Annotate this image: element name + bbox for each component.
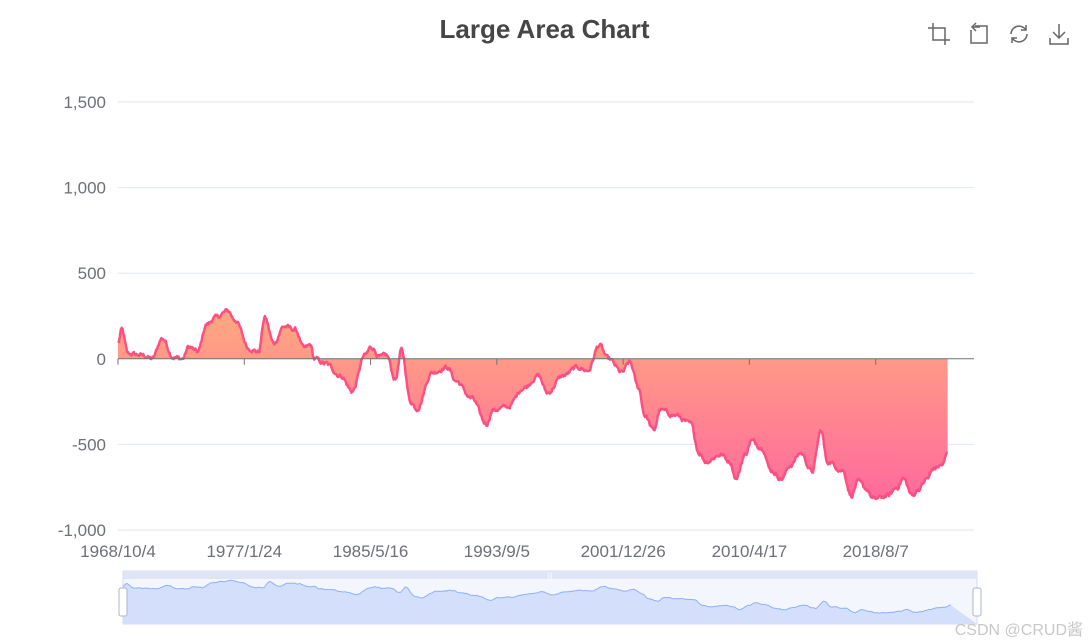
- x-tick-label: 1968/10/4: [80, 542, 156, 561]
- x-tick-label: 2018/8/7: [843, 542, 909, 561]
- y-tick-label: 1,500: [63, 93, 106, 112]
- y-tick-label: 1,000: [63, 179, 106, 198]
- chart-title: Large Area Chart: [439, 14, 650, 44]
- slider-preview-area: [123, 580, 977, 624]
- y-tick-label: -500: [72, 435, 106, 454]
- toolbox: [925, 20, 1073, 48]
- data-zoom-slider[interactable]: |||: [118, 570, 982, 625]
- x-tick-label: 1985/5/16: [333, 542, 409, 561]
- slider-preview-line: [122, 579, 951, 614]
- series-area: [117, 307, 949, 501]
- series-area-fill: [118, 309, 948, 499]
- slider-handle-right[interactable]: [972, 587, 982, 617]
- watermark: CSDN @CRUD酱: [954, 622, 1083, 639]
- zoom-area-icon[interactable]: [925, 20, 953, 48]
- y-tick-label: 500: [78, 264, 106, 283]
- zoom-back-icon[interactable]: [965, 20, 993, 48]
- x-tick-label: 1993/9/5: [464, 542, 530, 561]
- series-line: [117, 307, 949, 501]
- download-icon[interactable]: [1045, 20, 1073, 48]
- x-tick-label: 1977/1/24: [206, 542, 282, 561]
- x-tick-label: 2001/12/26: [581, 542, 666, 561]
- restore-icon[interactable]: [1005, 20, 1033, 48]
- slider-move-bar: [123, 571, 977, 579]
- slider-handle-left[interactable]: [118, 587, 128, 617]
- x-tick-label: 2010/4/17: [712, 542, 788, 561]
- y-tick-label: 0: [97, 350, 106, 369]
- y-axis-labels: -1,000 -500 0 500 1,000 1,500: [58, 93, 106, 540]
- y-tick-label: -1,000: [58, 521, 106, 540]
- slider-grip-icon: |||: [547, 573, 553, 580]
- x-axis: 1968/10/4 1977/1/24 1985/5/16 1993/9/5 2001/…: [80, 358, 974, 561]
